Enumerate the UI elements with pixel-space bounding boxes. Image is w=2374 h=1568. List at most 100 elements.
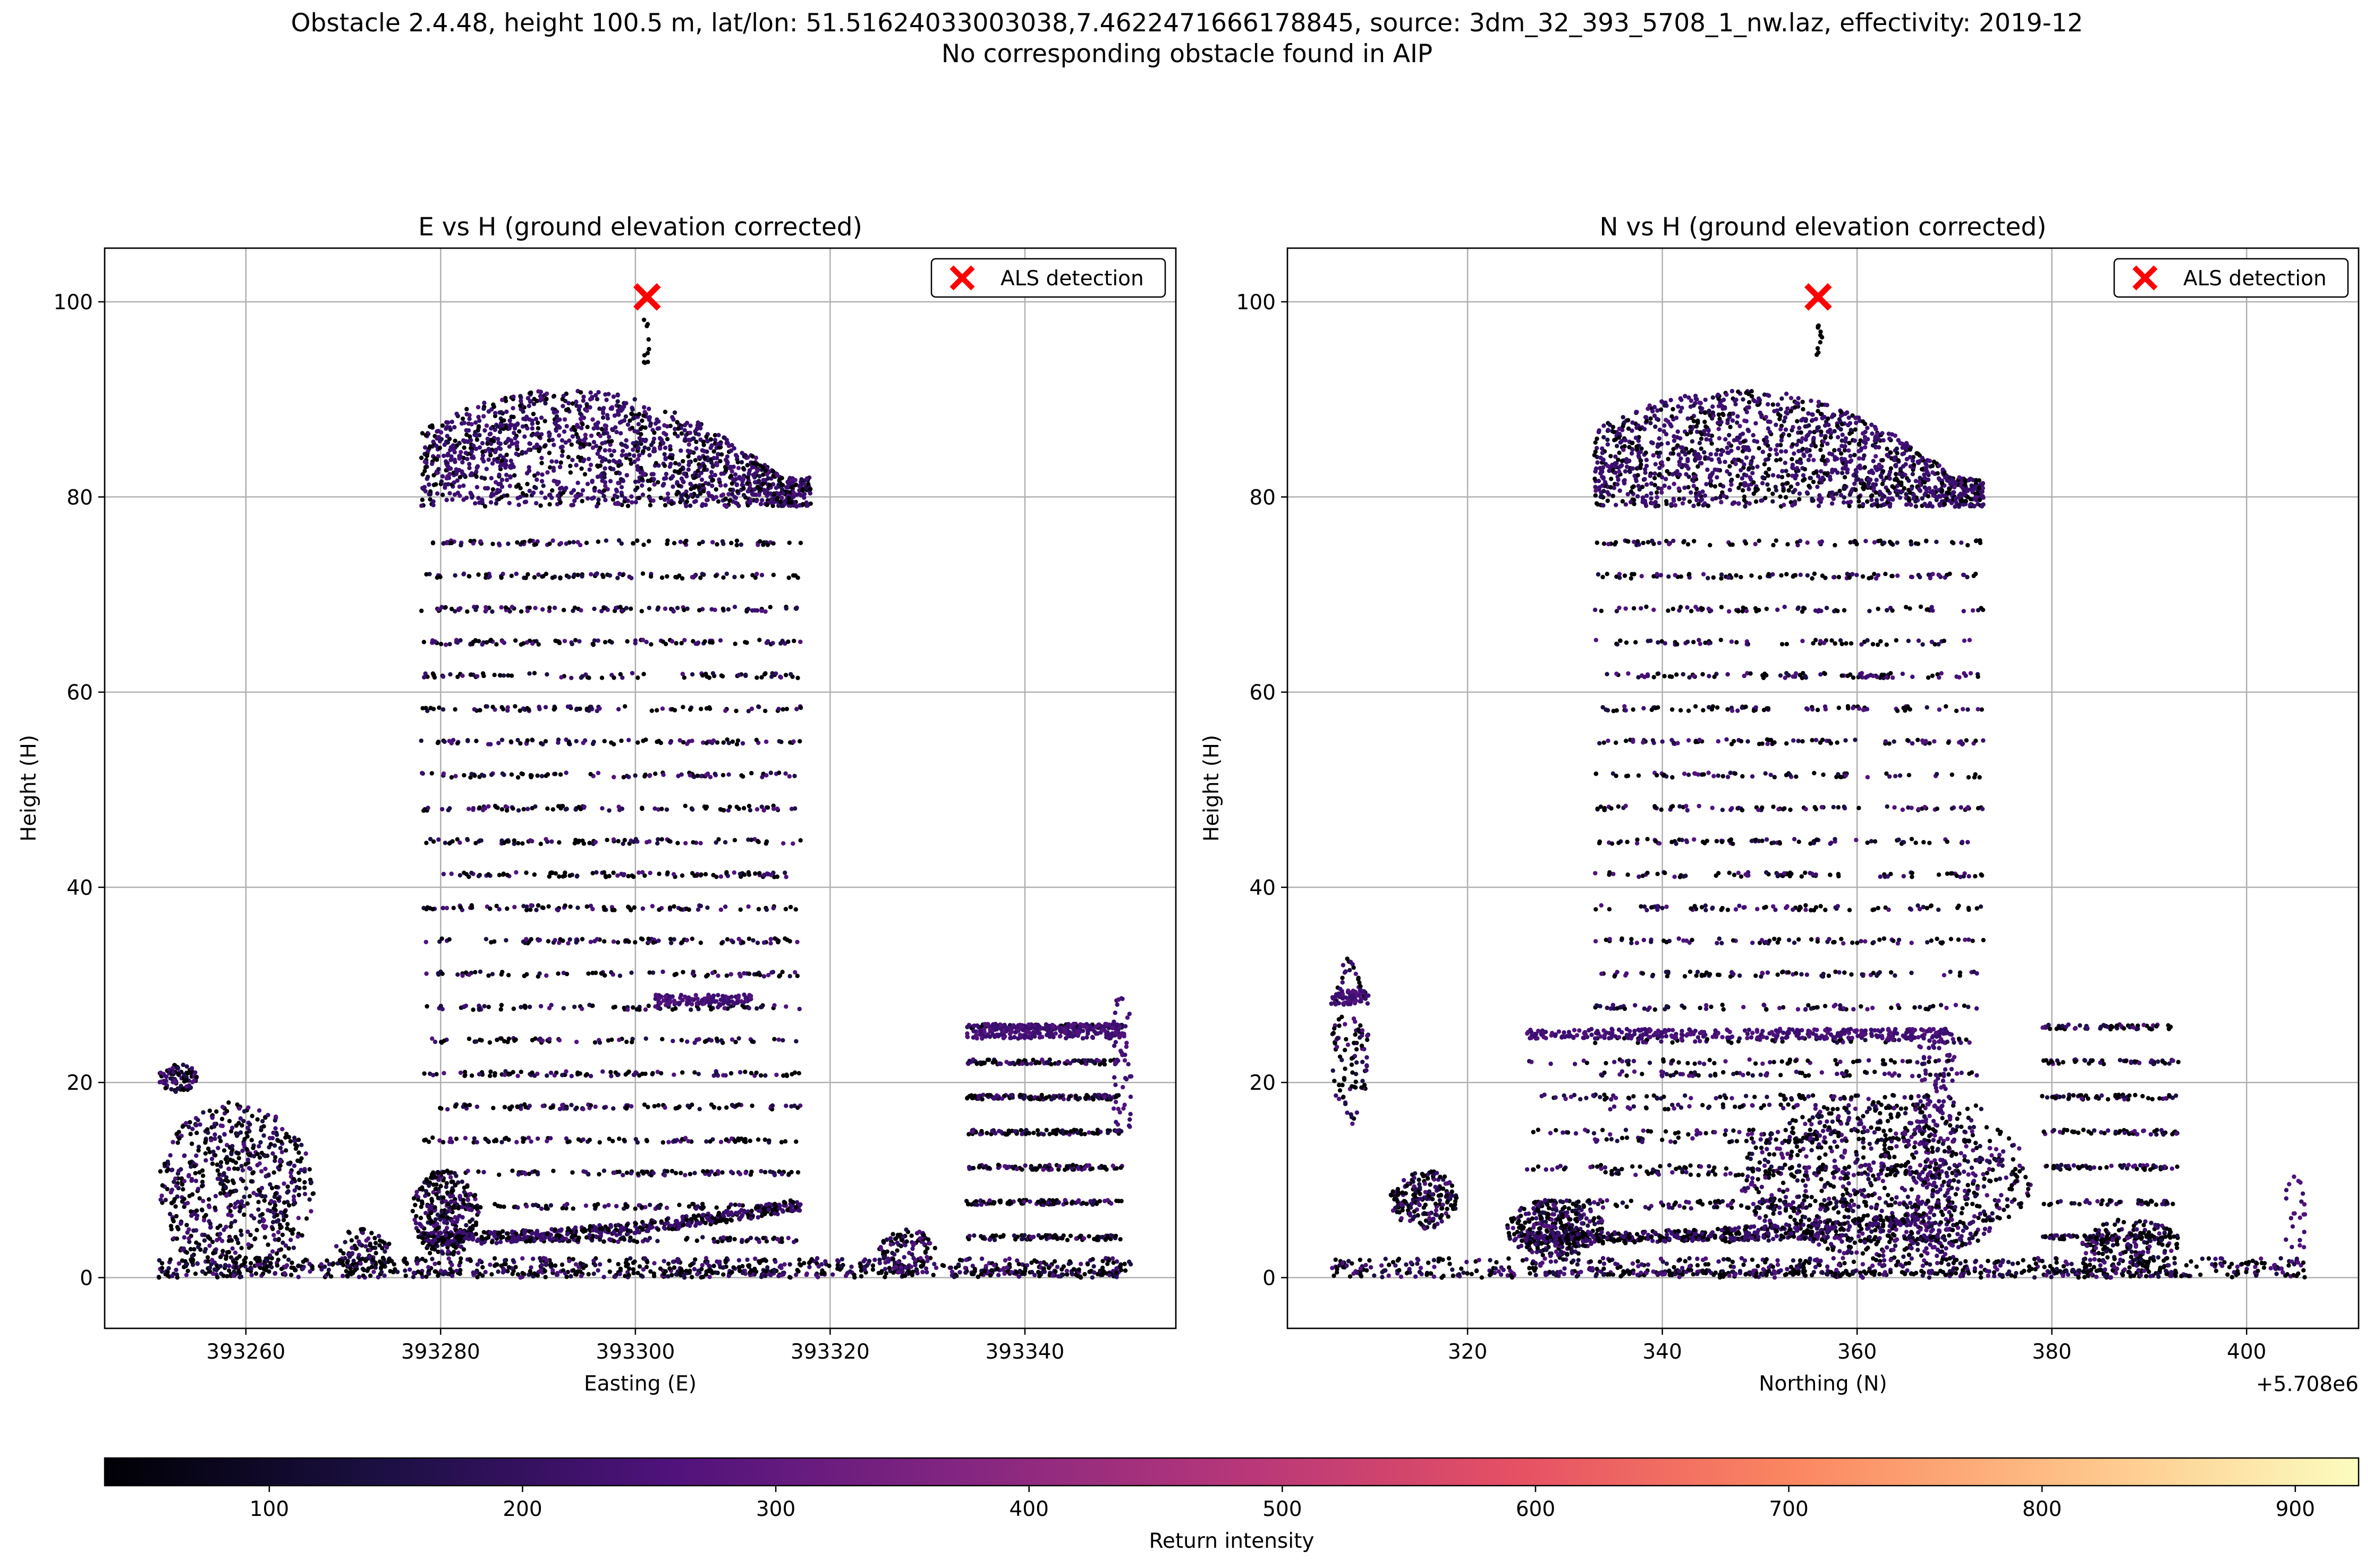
data-point: [635, 740, 640, 745]
data-point: [631, 840, 636, 844]
data-point: [556, 971, 561, 976]
data-point: [608, 406, 613, 411]
data-point: [736, 503, 741, 508]
data-point: [734, 543, 739, 548]
data-point: [491, 1106, 496, 1111]
data-point: [881, 1250, 886, 1255]
data-point: [599, 675, 605, 680]
data-point: [624, 1106, 629, 1111]
data-point: [725, 937, 730, 942]
data-point: [647, 406, 651, 411]
data-point: [714, 1036, 719, 1041]
data-point: [480, 642, 485, 647]
data-point: [563, 440, 568, 445]
data-point: [656, 1103, 661, 1108]
data-point: [262, 1235, 267, 1240]
data-point: [511, 1006, 516, 1011]
data-point: [229, 1238, 234, 1243]
scatter-points: [156, 317, 1134, 1280]
data-point: [704, 706, 709, 711]
data-point: [175, 1225, 180, 1230]
data-point: [643, 1007, 648, 1012]
data-point: [795, 575, 800, 580]
data-point: [538, 842, 543, 846]
data-point: [597, 406, 602, 411]
data-point: [189, 1164, 193, 1169]
data-point: [612, 908, 617, 913]
data-point: [210, 1162, 215, 1166]
data-point: [195, 1261, 200, 1266]
data-point: [243, 1162, 248, 1167]
data-point: [600, 441, 605, 446]
data-point: [718, 874, 724, 879]
data-point: [709, 1102, 714, 1107]
data-point: [158, 1070, 163, 1075]
data-point: [536, 426, 540, 431]
data-point: [796, 1071, 802, 1076]
data-point: [659, 837, 664, 842]
data-point: [734, 454, 740, 459]
data-point: [680, 576, 685, 581]
data-point: [204, 1138, 208, 1143]
data-point: [618, 477, 624, 482]
data-point: [593, 970, 598, 976]
data-point: [647, 774, 652, 778]
data-point: [218, 1160, 224, 1165]
data-point: [719, 673, 724, 678]
data-point: [768, 605, 773, 609]
data-point: [573, 837, 578, 843]
data-point: [291, 1245, 296, 1250]
data-point: [588, 772, 593, 777]
data-point: [695, 494, 700, 498]
data-point: [551, 940, 556, 945]
data-point: [603, 448, 608, 453]
data-point: [453, 707, 457, 712]
data-point: [276, 1196, 281, 1201]
data-point: [436, 1249, 440, 1255]
data-point: [709, 443, 714, 448]
data-point: [159, 1079, 164, 1084]
data-point: [440, 674, 446, 679]
data-point: [787, 939, 792, 944]
data-point: [716, 452, 721, 457]
data-point: [302, 1185, 307, 1190]
data-point: [890, 1250, 895, 1256]
data-point: [794, 504, 799, 509]
data-point: [261, 1218, 266, 1223]
data-point: [249, 1138, 254, 1142]
data-point: [196, 1244, 201, 1250]
data-point: [718, 907, 724, 912]
data-point: [218, 1191, 223, 1196]
data-point: [698, 426, 703, 431]
data-point: [454, 1219, 459, 1224]
data-point: [172, 1078, 177, 1083]
data-point: [200, 1180, 205, 1184]
data-point: [652, 482, 657, 487]
data-point: [413, 1202, 418, 1208]
data-point: [707, 493, 712, 498]
data-point: [603, 640, 608, 645]
data-point: [595, 474, 600, 479]
data-point: [533, 1036, 538, 1041]
data-point: [591, 426, 596, 431]
data-point: [778, 499, 783, 504]
data-point: [488, 906, 493, 911]
data-point: [520, 841, 525, 846]
data-point: [490, 487, 496, 492]
data-point: [168, 1190, 173, 1195]
data-point: [690, 473, 696, 478]
data-point: [691, 436, 696, 441]
data-point: [642, 445, 647, 450]
data-point: [528, 442, 532, 446]
data-point: [761, 974, 767, 979]
data-point: [710, 640, 715, 645]
data-point: [648, 574, 654, 579]
data-point: [459, 450, 463, 455]
data-point: [214, 1109, 219, 1114]
data-point: [771, 492, 777, 497]
data-point: [747, 971, 752, 976]
data-point: [562, 429, 567, 434]
data-point: [690, 1201, 695, 1207]
data-point: [775, 497, 779, 502]
data-point: [235, 1151, 240, 1156]
